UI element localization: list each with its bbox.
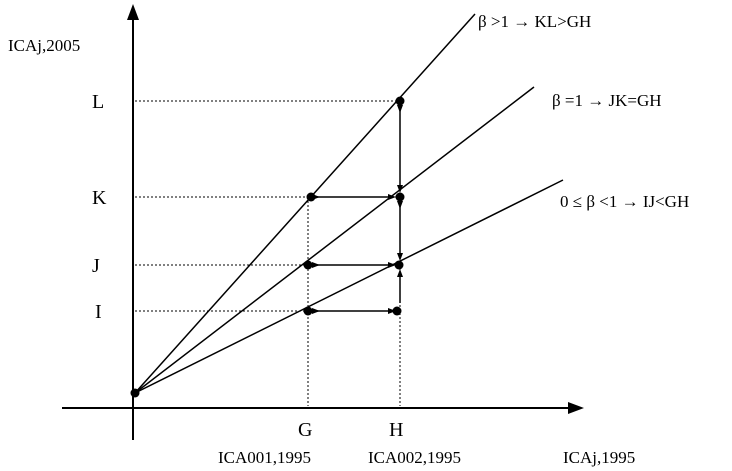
point-H-K <box>395 192 405 202</box>
point-G-I <box>303 306 313 316</box>
x-tick-H: H <box>389 419 403 441</box>
y-tick-J: J <box>92 255 100 277</box>
horizontal-arrows <box>312 194 396 314</box>
point-H-I <box>392 306 402 316</box>
line-beta-less-1 <box>134 179 564 394</box>
regression-lines <box>134 13 564 394</box>
point-H-L <box>395 96 405 106</box>
x-sublabel-H: ICA002,1995 <box>368 448 461 467</box>
line-beta-equal-1 <box>134 86 535 394</box>
x-tick-G: G <box>298 419 312 441</box>
point-G-K <box>306 192 316 202</box>
points <box>130 96 405 398</box>
point-origin <box>130 388 140 398</box>
y-tick-I: I <box>95 301 102 323</box>
guide-lines <box>135 100 401 406</box>
x-axis-arrow-icon <box>568 402 584 414</box>
y-tick-K: K <box>92 187 107 209</box>
annotation-beta-less-1: 0 ≤ β <1 → IJ<GH <box>560 192 689 211</box>
annotation-beta-equal-1: β =1 → JK=GH <box>552 91 662 110</box>
annotation-beta-greater-1: β >1 → KL>GH <box>478 12 591 31</box>
point-G-J <box>303 260 313 270</box>
x-sublabel-G: ICA001,1995 <box>218 448 311 467</box>
line-beta-greater-1 <box>134 13 476 394</box>
x-axis-title: ICAj,1995 <box>563 448 635 467</box>
point-H-J <box>394 260 404 270</box>
y-tick-L: L <box>92 91 104 113</box>
y-axis-title: ICAj,2005 <box>8 36 80 55</box>
y-axis-arrow-icon <box>127 4 139 20</box>
